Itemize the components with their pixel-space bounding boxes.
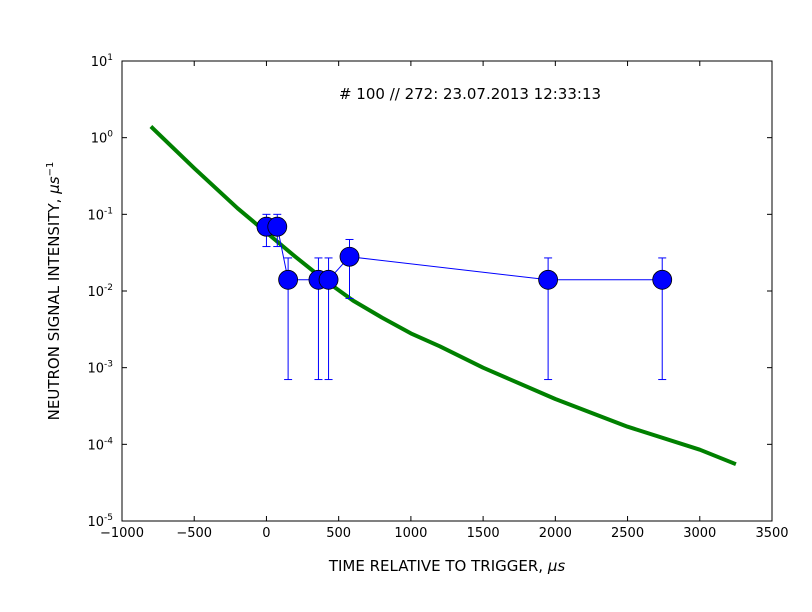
y-tick-label: 10-5 bbox=[87, 513, 113, 530]
y-tick-label: 10-2 bbox=[87, 283, 113, 300]
x-axis-label-unit: μs bbox=[547, 557, 566, 575]
x-tick-label: −500 bbox=[176, 526, 212, 541]
y-tick-label-base: 10 bbox=[87, 515, 104, 530]
y-tick-label: 100 bbox=[91, 130, 114, 147]
x-tick-label: 3000 bbox=[683, 526, 716, 541]
plot-frame bbox=[121, 60, 773, 522]
x-axis-label-text: TIME RELATIVE TO TRIGGER, bbox=[328, 557, 548, 575]
y-tick-label-base: 10 bbox=[87, 285, 104, 300]
data-point bbox=[652, 269, 673, 290]
x-tick-label: 500 bbox=[326, 526, 351, 541]
y-tick-label-exponent: -4 bbox=[104, 436, 113, 446]
x-tick-label: −1000 bbox=[100, 526, 144, 541]
data-point bbox=[318, 269, 339, 290]
y-axis-label-text: NEUTRON SIGNAL INTENSITY, bbox=[45, 194, 63, 421]
y-tick-label-base: 10 bbox=[87, 362, 104, 377]
data-point bbox=[267, 216, 288, 237]
y-tick-label-exponent: 0 bbox=[107, 130, 113, 140]
y-tick-label-exponent: -3 bbox=[104, 360, 113, 370]
y-tick-label-base: 10 bbox=[87, 208, 104, 223]
x-tick-label: 2000 bbox=[539, 526, 572, 541]
y-axis-label-unit-exponent: −1 bbox=[45, 162, 56, 177]
y-tick-label-exponent: -1 bbox=[104, 206, 113, 216]
y-tick-label-exponent: -5 bbox=[104, 513, 113, 523]
y-tick-label-base: 10 bbox=[87, 438, 104, 453]
y-tick-label-base: 10 bbox=[91, 132, 108, 147]
x-axis-ticks: −1000 −500 0 500 1000 1500 2000 2500 3000 3500 bbox=[100, 61, 789, 541]
y-axis-label: NEUTRON SIGNAL INTENSITY, μs−1 bbox=[45, 162, 63, 421]
data-point bbox=[339, 246, 360, 267]
y-tick-label-exponent: -2 bbox=[104, 283, 113, 293]
y-tick-label-exponent: 1 bbox=[107, 53, 113, 63]
y-tick-label-base: 10 bbox=[91, 55, 108, 70]
x-axis-label: TIME RELATIVE TO TRIGGER, μs bbox=[328, 557, 566, 575]
x-tick-label: 2500 bbox=[611, 526, 644, 541]
y-tick-label: 101 bbox=[91, 53, 113, 70]
chart-title: # 100 // 272: 23.07.2013 12:33:13 bbox=[339, 85, 601, 103]
y-tick-label: 10-3 bbox=[87, 360, 113, 377]
x-tick-label: 0 bbox=[262, 526, 270, 541]
x-tick-label: 3500 bbox=[755, 526, 788, 541]
data-point bbox=[538, 269, 559, 290]
y-tick-label: 10-1 bbox=[87, 206, 113, 223]
model-curve bbox=[149, 125, 737, 467]
x-tick-label: 1000 bbox=[394, 526, 427, 541]
x-tick-label: 1500 bbox=[467, 526, 500, 541]
data-point bbox=[278, 269, 299, 290]
plot-area bbox=[149, 125, 737, 467]
y-axis-label-unit: μs bbox=[45, 176, 63, 195]
y-tick-label: 10-4 bbox=[87, 436, 113, 453]
